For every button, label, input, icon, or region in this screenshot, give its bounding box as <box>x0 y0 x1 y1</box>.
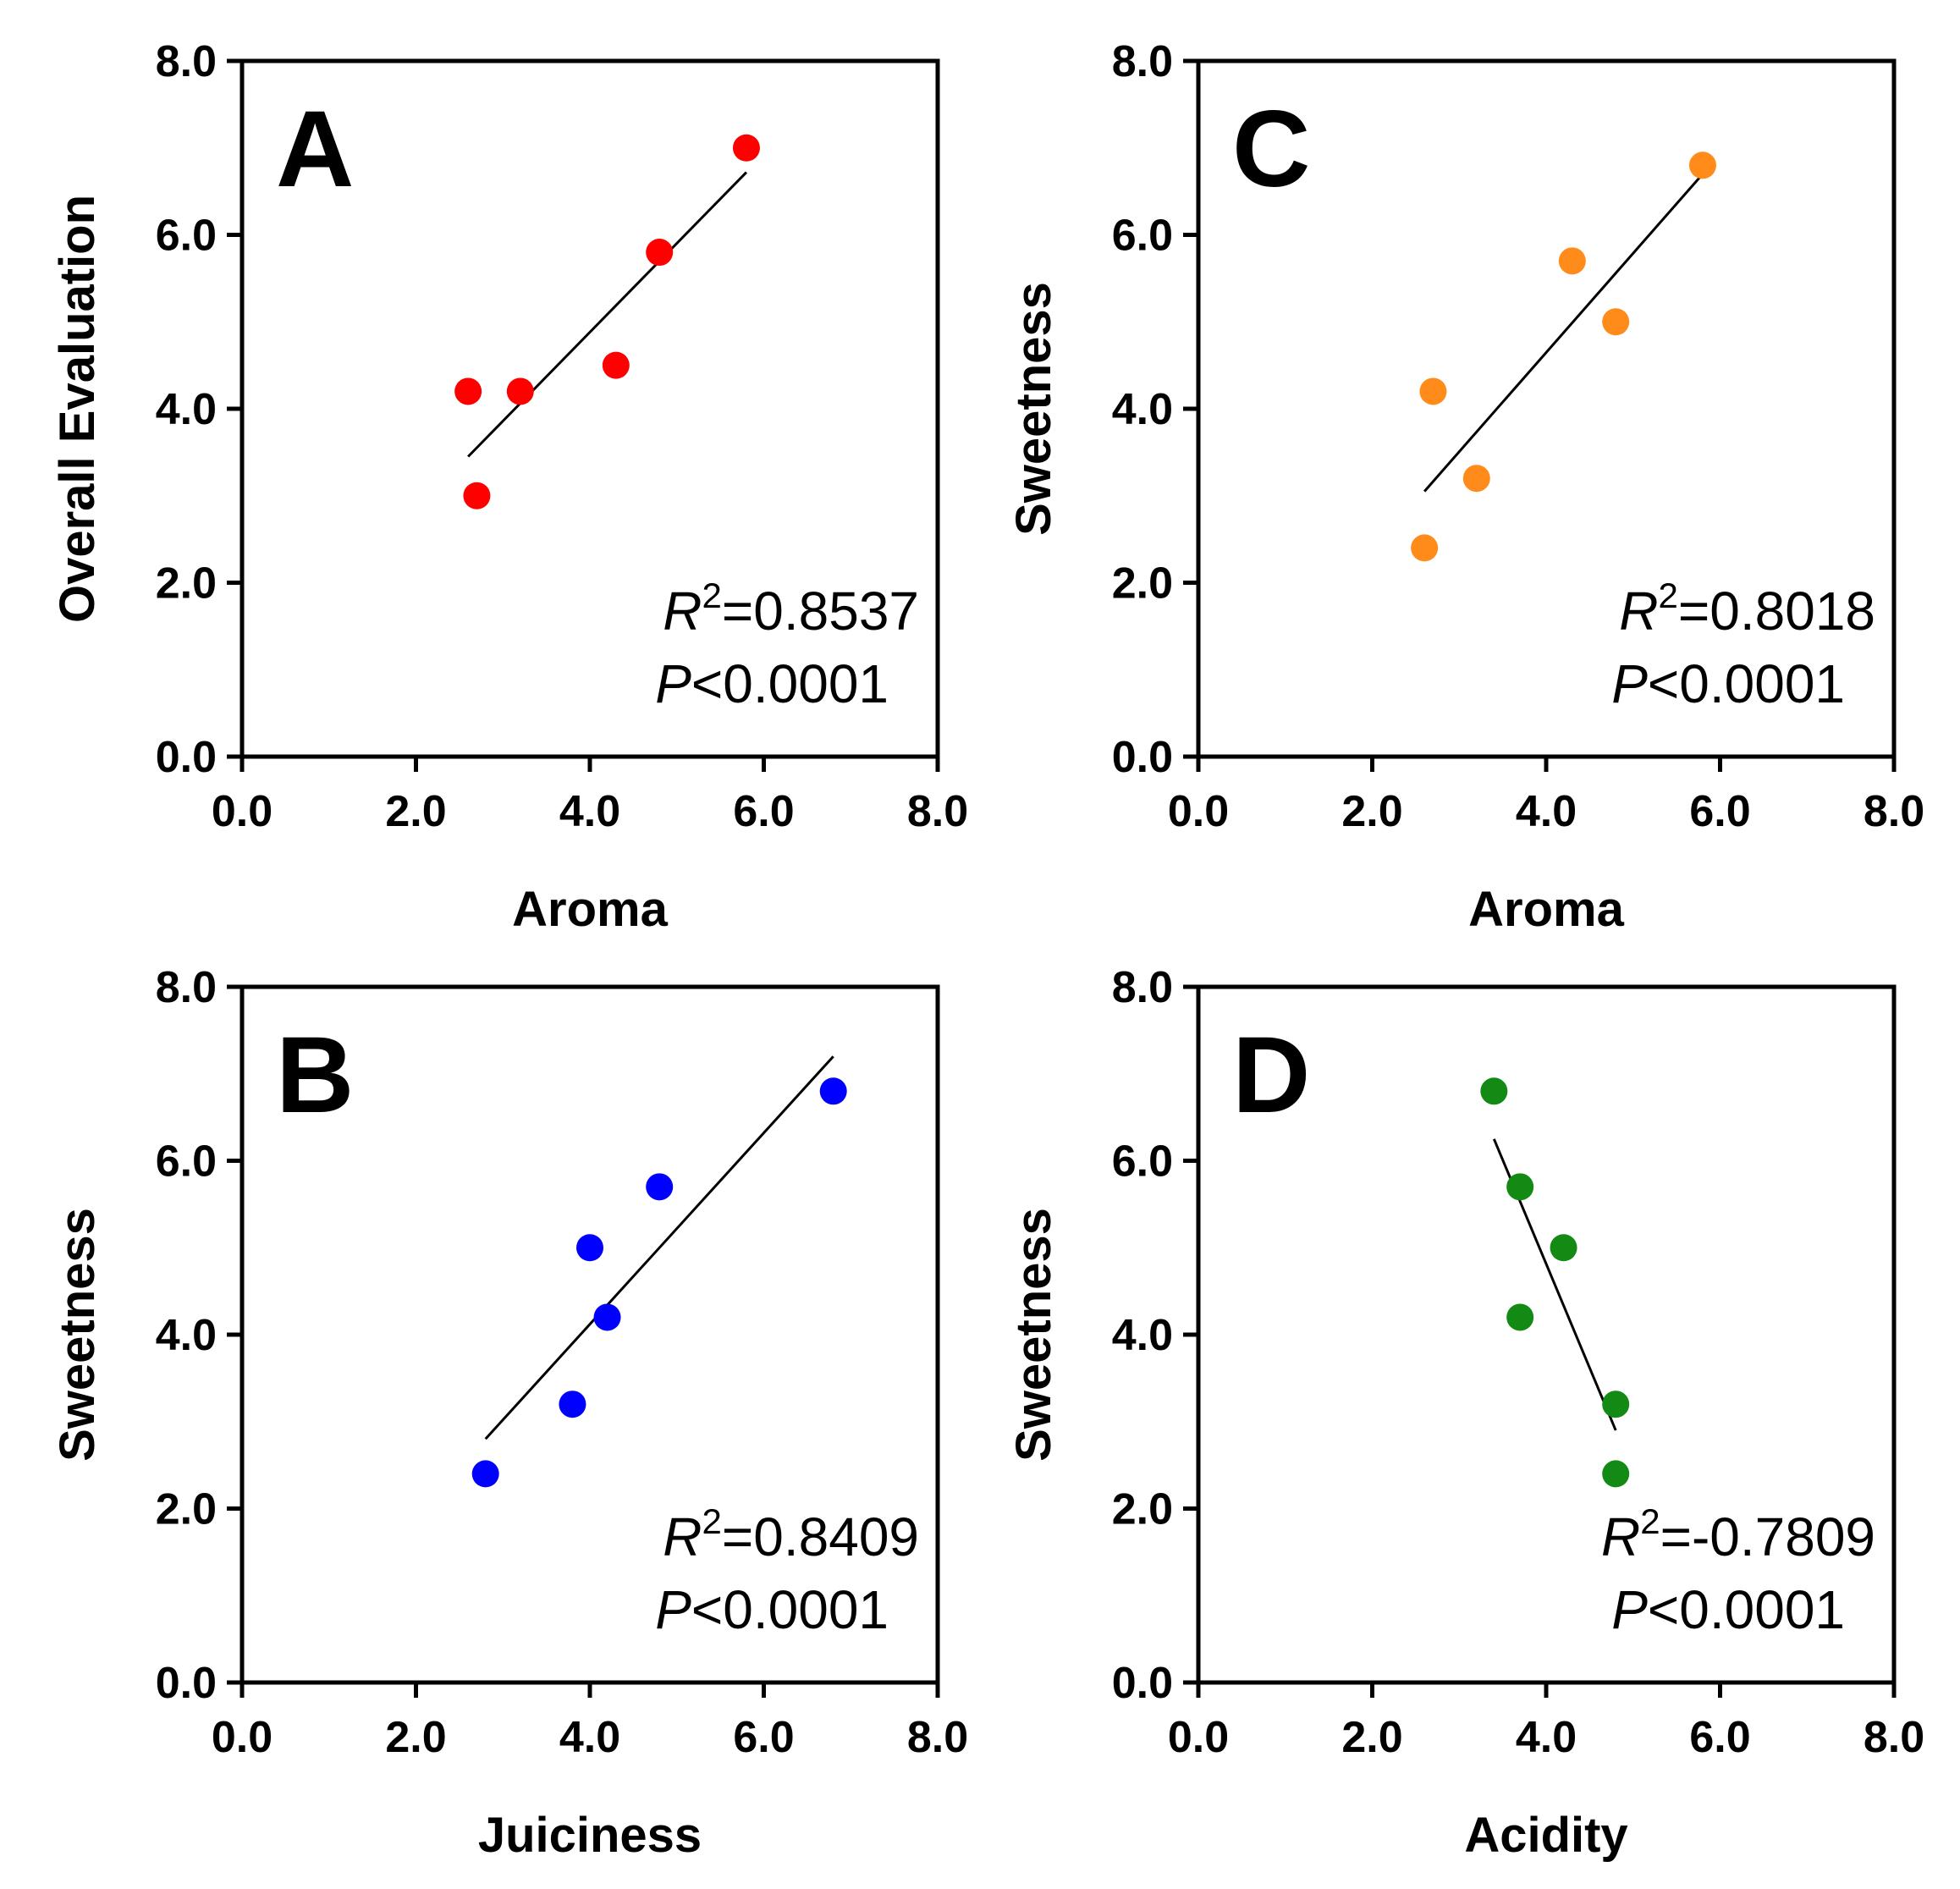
y-tick-label: 8.0 <box>156 963 217 1012</box>
y-tick-label: 4.0 <box>156 385 217 434</box>
data-point <box>506 377 534 405</box>
data-point <box>471 1460 499 1488</box>
panel-c: 0.0 2.0 4.0 6.0 8.0 0.0 2.0 4.0 6.0 8.0 Aroma Sweet… <box>1006 37 1924 937</box>
y-axis-title: Sweetness <box>50 1208 105 1462</box>
y-tick-label: 0.0 <box>1112 733 1173 782</box>
data-point <box>646 1173 674 1201</box>
panel-a: 0.0 2.0 4.0 6.0 8.0 0.0 2.0 4.0 6.0 8.0 Aroma Overa… <box>50 37 968 937</box>
data-point <box>1506 1303 1534 1331</box>
x-tick-label: 4.0 <box>1516 787 1577 836</box>
data-point <box>1480 1077 1508 1105</box>
fit-line <box>467 171 748 458</box>
y-tick-label: 4.0 <box>156 1311 217 1360</box>
y-tick-label: 2.0 <box>156 1485 217 1534</box>
y-tick-label: 0.0 <box>156 1659 217 1708</box>
data-point <box>454 377 482 405</box>
x-tick-label: 8.0 <box>907 1713 968 1762</box>
x-axis-title: Acidity <box>1464 1808 1627 1863</box>
x-tick-label: 2.0 <box>385 787 446 836</box>
x-tick-label: 2.0 <box>1341 1713 1402 1762</box>
p-value-label: P<0.0001 <box>1611 1579 1845 1640</box>
data-point <box>1602 1460 1630 1488</box>
y-tick-label: 0.0 <box>1112 1659 1173 1708</box>
data-point <box>1419 377 1447 405</box>
r-squared-label: R2=0.8537 <box>663 576 919 642</box>
x-axis-title: Aroma <box>1468 882 1624 937</box>
x-tick-label: 2.0 <box>385 1713 446 1762</box>
panel-letter: A <box>276 89 354 210</box>
y-tick-label: 2.0 <box>1112 1485 1173 1534</box>
data-point <box>576 1234 603 1262</box>
r-squared-label: R2=-0.7809 <box>1601 1501 1875 1567</box>
x-tick-label: 8.0 <box>1864 1713 1924 1762</box>
x-axis-title: Aroma <box>512 882 668 937</box>
x-tick-label: 0.0 <box>212 787 273 836</box>
x-tick-label: 0.0 <box>1168 787 1229 836</box>
y-tick-label: 6.0 <box>156 1137 217 1187</box>
data-point <box>559 1391 586 1418</box>
y-axis-title: Sweetness <box>1006 282 1061 536</box>
panel-b: 0.0 2.0 4.0 6.0 8.0 0.0 2.0 4.0 6.0 8.0 Juiciness S… <box>50 963 968 1863</box>
data-point <box>1602 308 1630 336</box>
panel-d: 0.0 2.0 4.0 6.0 8.0 0.0 2.0 4.0 6.0 8.0 Acidity Swe… <box>1006 963 1924 1863</box>
p-value-label: P<0.0001 <box>655 653 889 714</box>
data-point <box>1558 247 1586 275</box>
y-tick-label: 4.0 <box>1112 385 1173 434</box>
x-tick-label: 6.0 <box>1689 1713 1750 1762</box>
x-tick-label: 6.0 <box>1689 787 1750 836</box>
data-point <box>593 1303 621 1331</box>
x-tick-label: 8.0 <box>1864 787 1924 836</box>
data-point <box>1462 465 1490 493</box>
data-point <box>646 239 674 267</box>
data-point <box>1411 534 1439 562</box>
y-tick-label: 8.0 <box>1112 963 1173 1012</box>
y-tick-label: 2.0 <box>1112 559 1173 609</box>
p-value-label: P<0.0001 <box>655 1579 889 1640</box>
x-tick-label: 0.0 <box>212 1713 273 1762</box>
y-tick-label: 8.0 <box>1112 37 1173 86</box>
data-point <box>819 1077 847 1105</box>
r-squared-label: R2=0.8409 <box>663 1501 919 1567</box>
x-tick-label: 4.0 <box>559 787 620 836</box>
x-axis-title: Juiciness <box>478 1808 702 1863</box>
y-tick-label: 4.0 <box>1112 1311 1173 1360</box>
y-tick-label: 0.0 <box>156 733 217 782</box>
x-tick-label: 4.0 <box>559 1713 620 1762</box>
p-value-label: P<0.0001 <box>1611 653 1845 714</box>
fit-line <box>484 1055 834 1440</box>
y-axis-title: Sweetness <box>1006 1208 1061 1462</box>
data-point <box>1506 1173 1534 1201</box>
panel-letter: B <box>276 1015 354 1136</box>
y-tick-label: 6.0 <box>1112 212 1173 261</box>
panel-letter: C <box>1232 89 1310 210</box>
y-tick-label: 8.0 <box>156 37 217 86</box>
r-squared-label: R2=0.8018 <box>1619 576 1875 642</box>
x-tick-label: 6.0 <box>733 787 794 836</box>
x-tick-label: 8.0 <box>907 787 968 836</box>
x-tick-label: 6.0 <box>733 1713 794 1762</box>
data-point <box>1602 1391 1630 1418</box>
x-tick-label: 0.0 <box>1168 1713 1229 1762</box>
y-tick-label: 2.0 <box>156 559 217 609</box>
y-axis-title: Overall Evaluation <box>50 195 105 623</box>
data-point <box>1688 151 1716 179</box>
data-point <box>602 351 630 379</box>
data-point <box>1550 1234 1577 1262</box>
y-tick-label: 6.0 <box>156 212 217 261</box>
x-tick-label: 2.0 <box>1341 787 1402 836</box>
panel-letter: D <box>1232 1015 1310 1136</box>
x-tick-label: 4.0 <box>1516 1713 1577 1762</box>
data-point <box>732 134 760 162</box>
fit-line <box>1423 173 1704 493</box>
y-tick-label: 6.0 <box>1112 1137 1173 1187</box>
data-point <box>463 482 491 509</box>
